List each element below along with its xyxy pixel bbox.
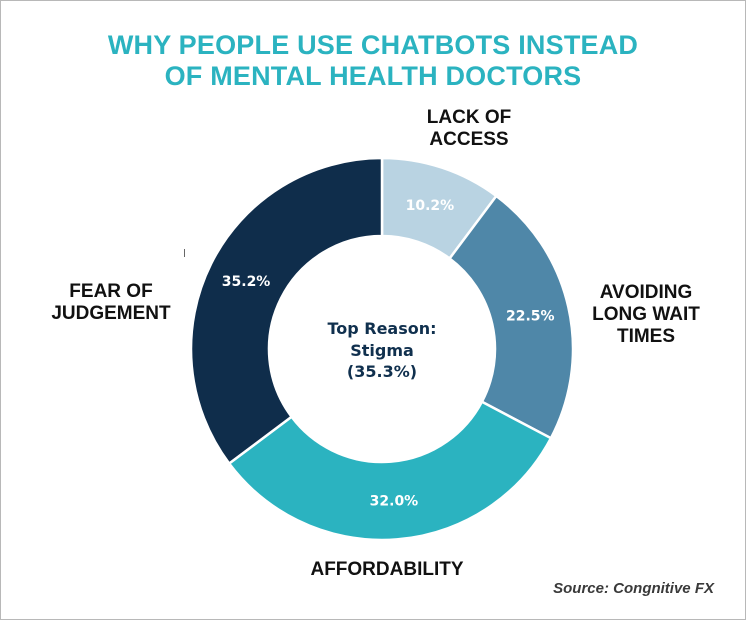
chart-title: WHY PEOPLE USE CHATBOTS INSTEAD OF MENTA… — [0, 30, 746, 92]
center-text-line-1: Top Reason: — [327, 319, 436, 338]
slice-affordability — [227, 400, 553, 542]
category-label: LACK OF — [427, 107, 511, 128]
chart-title-line-2: OF MENTAL HEALTH DOCTORS — [164, 61, 582, 91]
center-text-line-3: (35.3%) — [347, 362, 417, 381]
donut-slices — [189, 156, 575, 542]
category-label: FEAR OF — [69, 281, 152, 302]
value-label: 32.0% — [370, 494, 419, 510]
category-label: AVOIDING — [600, 282, 693, 303]
category-label: ACCESS — [429, 129, 508, 150]
value-label: 35.2% — [222, 274, 271, 290]
slice-avoiding-long-wait-times — [447, 194, 575, 440]
category-label: JUDGEMENT — [51, 303, 171, 324]
chart-title-line-1: WHY PEOPLE USE CHATBOTS INSTEAD — [107, 30, 639, 60]
category-label: LONG WAIT — [592, 304, 700, 325]
slice-fear-of-judgement — [189, 156, 384, 466]
category-label: TIMES — [617, 326, 675, 347]
center-annotation: Top Reason: Stigma (35.3%) — [327, 319, 436, 381]
stray-tick-mark — [184, 249, 185, 257]
center-text-line-2: Stigma — [350, 341, 414, 360]
value-label: 10.2% — [406, 198, 455, 214]
source-note: Source: Congnitive FX — [553, 580, 714, 597]
donut-value-labels: 10.2% 22.5% 32.0% 35.2% — [222, 198, 555, 510]
value-label: 22.5% — [506, 309, 555, 325]
category-label: AFFORDABILITY — [310, 559, 463, 580]
